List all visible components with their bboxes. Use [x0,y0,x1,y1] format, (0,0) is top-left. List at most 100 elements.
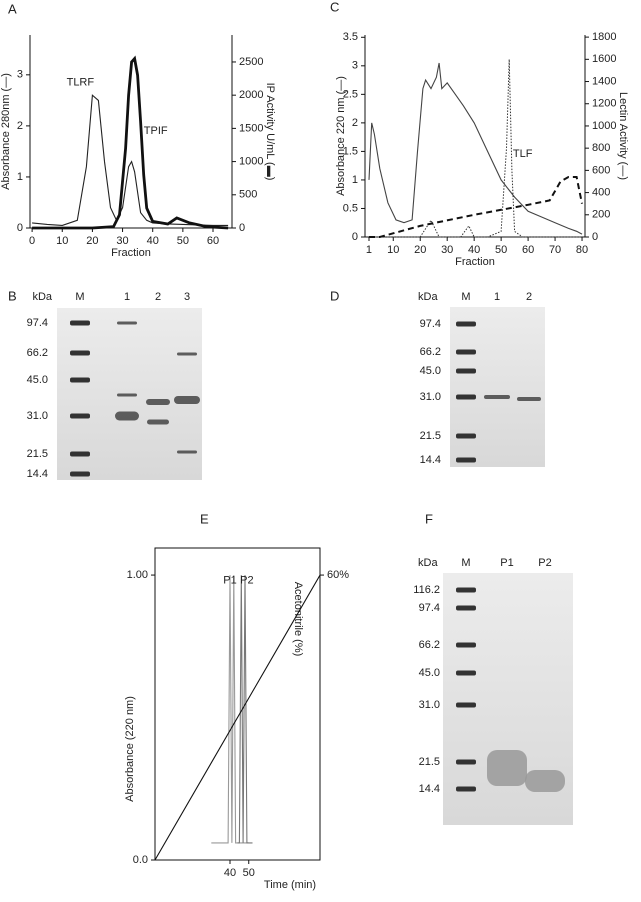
marker-label: 116.2 [413,584,440,596]
marker-band [70,471,90,477]
marker-band [456,349,476,355]
x-tick-label: 20 [86,235,98,247]
marker-band [70,413,90,419]
marker-band [70,377,90,383]
series-line [32,55,229,230]
lane-label: P1 [500,557,513,569]
marker-band [70,451,90,457]
y-axis-label: Absorbance 280nm (—) [0,73,12,190]
marker-band [456,321,476,327]
sample-band [147,419,169,425]
y-tick-label: 1.00 [127,569,148,581]
y-tick-label: 2 [17,120,23,132]
x-tick-label: 50 [177,235,189,247]
unit-label: kDa [418,557,438,569]
marker-band [456,368,476,374]
series-line [237,575,253,844]
panel-label: B [8,288,17,303]
y2-tick-label: 1200 [592,98,616,110]
y-tick-label: 1.5 [343,145,358,157]
y-axis-label: Absorbance 220 nm (—) [335,76,347,196]
x-tick-label: 40 [147,235,159,247]
y2-tick-label: 500 [239,189,257,201]
marker-label: 14.4 [27,468,48,480]
x-tick-label: 0 [29,235,35,247]
x-axis-label: Fraction [455,256,495,268]
y2-tick-label: 2500 [239,56,263,68]
x-tick-label: 60 [522,244,534,256]
marker-band [456,670,476,676]
y-axis-label: Absorbance (220 nm) [124,696,136,802]
marker-label: 66.2 [419,639,440,651]
series-line [369,176,583,238]
marker-band [456,702,476,708]
x-tick-label: 50 [495,244,507,256]
marker-band [456,394,476,400]
marker-label: 66.2 [27,347,48,359]
series-line [32,94,229,226]
marker-label: 45.0 [420,365,441,377]
y2-tick-label: 1500 [239,122,263,134]
marker-band [456,759,476,765]
marker-label: 45.0 [419,667,440,679]
y2-tick-label: 60% [327,569,349,581]
plot-frame [154,547,321,861]
sample-band [146,399,170,405]
y-tick-label: 1 [352,174,358,186]
annotation: TLRF [67,76,95,88]
y2-tick-label: 1400 [592,75,616,87]
y-tick-label: 2.5 [343,88,358,100]
marker-label: 31.0 [27,410,48,422]
marker-label: 97.4 [419,602,440,614]
marker-label: 97.4 [420,318,441,330]
y2-tick-label: 1600 [592,53,616,65]
lane-label: M [75,291,84,303]
y2-tick-label: 2000 [239,89,263,101]
marker-label: 66.2 [420,346,441,358]
annotation: TLF [513,148,533,160]
panel-label: F [425,511,433,526]
lane-label: M [461,557,470,569]
lane-label: 3 [184,291,190,303]
gel [450,307,545,467]
series-line [154,574,321,861]
y2-tick-label: 1000 [239,155,263,167]
marker-label: 97.4 [27,317,48,329]
sample-band [487,750,527,786]
x-tick-label: 20 [414,244,426,256]
lane-label: 1 [124,291,130,303]
sample-band [177,450,197,454]
x-tick-label: 40 [224,867,236,879]
y-tick-label: 0 [352,231,358,243]
y-tick-label: 3 [17,69,23,81]
marker-label: 31.0 [420,391,441,403]
marker-band [456,587,476,593]
series-line [369,59,582,238]
x-tick-label: 70 [549,244,561,256]
marker-label: 21.5 [419,756,440,768]
sample-band [525,770,565,792]
y2-tick-label: 0 [592,231,598,243]
y2-tick-label: 1800 [592,31,616,43]
annotation: P1 [223,575,236,587]
y-tick-label: 0 [17,222,23,234]
marker-band [456,786,476,792]
panel-label: A [8,1,17,16]
x-axis-label: Fraction [111,247,151,259]
sample-band [517,397,541,401]
y2-tick-label: 600 [592,164,610,176]
sample-band [117,393,137,397]
marker-label: 14.4 [419,783,440,795]
x-axis-label: Time (min) [264,879,316,891]
x-tick-label: 50 [243,867,255,879]
y-tick-label: 3 [352,60,358,72]
lane-label: M [461,291,470,303]
series-line [211,575,249,844]
y-tick-label: 3.5 [343,31,358,43]
series-line [368,62,583,235]
y2-tick-label: 200 [592,209,610,221]
y2-axis-label: IP Activity U/mL (▬) [264,83,276,181]
marker-band [70,320,90,326]
y2-axis-label: Acetonitrile (%) [292,582,304,657]
